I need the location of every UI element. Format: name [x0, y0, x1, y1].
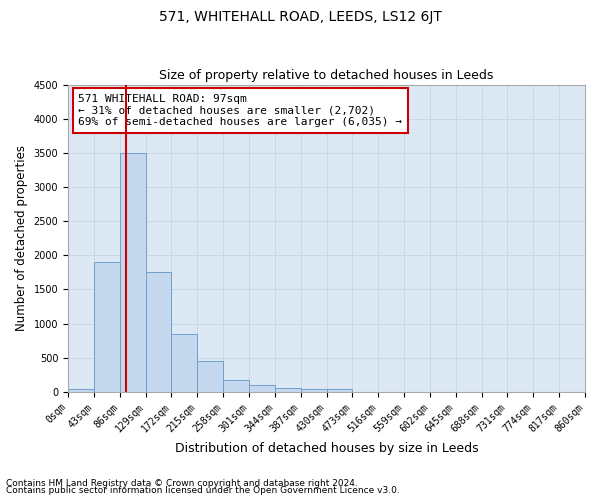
Y-axis label: Number of detached properties: Number of detached properties — [15, 146, 28, 332]
Bar — [146, 272, 172, 392]
Bar — [249, 385, 275, 392]
Bar — [223, 380, 249, 392]
Title: Size of property relative to detached houses in Leeds: Size of property relative to detached ho… — [160, 69, 494, 82]
Bar — [172, 334, 197, 392]
Text: 571, WHITEHALL ROAD, LEEDS, LS12 6JT: 571, WHITEHALL ROAD, LEEDS, LS12 6JT — [158, 10, 442, 24]
Bar — [326, 389, 352, 392]
Text: 571 WHITEHALL ROAD: 97sqm
← 31% of detached houses are smaller (2,702)
69% of se: 571 WHITEHALL ROAD: 97sqm ← 31% of detac… — [79, 94, 403, 127]
Text: Contains HM Land Registry data © Crown copyright and database right 2024.: Contains HM Land Registry data © Crown c… — [6, 478, 358, 488]
X-axis label: Distribution of detached houses by size in Leeds: Distribution of detached houses by size … — [175, 442, 478, 455]
Bar — [275, 388, 301, 392]
Bar — [301, 389, 326, 392]
Text: Contains public sector information licensed under the Open Government Licence v3: Contains public sector information licen… — [6, 486, 400, 495]
Bar — [68, 389, 94, 392]
Bar — [197, 361, 223, 392]
Bar — [120, 153, 146, 392]
Bar — [94, 262, 120, 392]
